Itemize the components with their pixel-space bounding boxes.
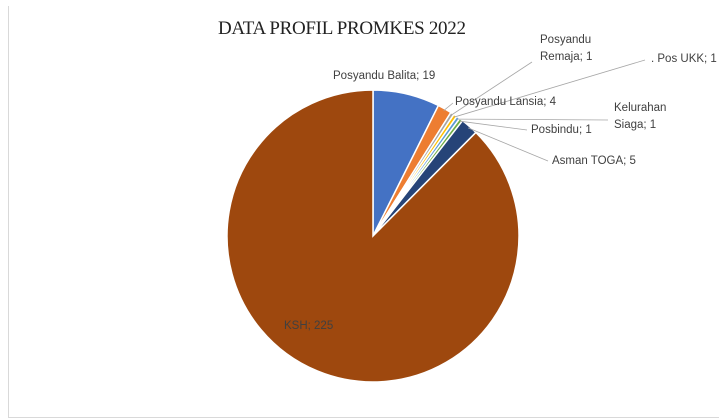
chart-area [8, 6, 719, 418]
data-label-ksh: KSH; 225 [284, 320, 333, 332]
data-label-kelurahan-siaga: Kelurahan Siaga; 1 [614, 102, 666, 131]
leader-line [459, 120, 528, 131]
pie-slice-ksh [226, 89, 520, 383]
leader-line [451, 61, 533, 116]
leader-line [467, 127, 549, 162]
data-label-posyandu-remaja: Posyandu Remaja; 1 [540, 34, 592, 63]
chart-title: DATA PROFIL PROMKES 2022 [218, 18, 466, 39]
leader-line [457, 118, 609, 121]
data-label-asman-toga: Asman TOGA; 5 [552, 155, 636, 167]
data-label-posyandu-balita: Posyandu Balita; 19 [333, 70, 435, 82]
leader-line [443, 102, 454, 111]
leader-line [454, 59, 646, 118]
data-label-pos-ukk: . Pos UKK; 1 [651, 53, 717, 65]
data-label-posyandu-lansia: Posyandu Lansia; 4 [455, 96, 557, 108]
data-label-posbindu: Posbindu; 1 [531, 124, 592, 136]
